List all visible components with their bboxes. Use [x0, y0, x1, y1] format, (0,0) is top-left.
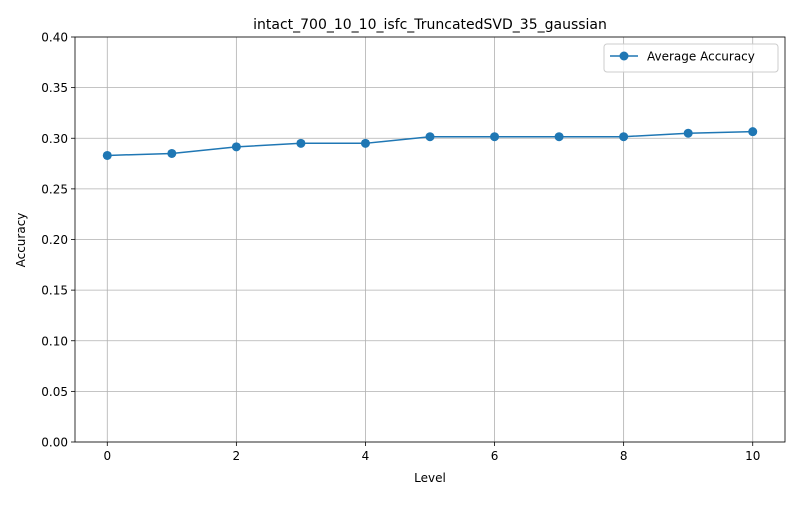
data-point — [425, 132, 435, 142]
x-axis-ticks: 0 2 4 6 8 10 — [103, 442, 760, 463]
data-point — [231, 142, 241, 152]
data-point — [102, 150, 112, 160]
data-point — [167, 148, 177, 158]
legend-series-marker — [619, 51, 629, 61]
y-tick-label: 0.30 — [41, 132, 68, 146]
y-axis-ticks: 0.00 0.05 0.10 0.15 0.20 0.25 0.30 0.35 0.40 — [41, 31, 75, 450]
y-tick-label: 0.00 — [41, 436, 68, 450]
y-tick-label: 0.25 — [41, 182, 68, 196]
x-axis-label: Level — [414, 471, 446, 485]
data-point — [748, 127, 758, 137]
x-tick-label: 0 — [103, 449, 111, 463]
series-layer — [102, 127, 758, 160]
y-tick-label: 0.40 — [41, 31, 68, 45]
data-point — [554, 132, 564, 142]
y-tick-label: 0.20 — [41, 233, 68, 247]
x-tick-label: 10 — [745, 449, 760, 463]
legend: Average Accuracy — [603, 43, 779, 73]
data-point — [296, 138, 306, 148]
data-point — [683, 128, 693, 138]
legend-series-label: Average Accuracy — [647, 50, 755, 64]
chart-title: intact_700_10_10_isfc_TruncatedSVD_35_ga… — [253, 17, 607, 33]
y-tick-label: 0.35 — [41, 81, 68, 95]
y-tick-label: 0.15 — [41, 284, 68, 298]
data-point — [619, 132, 629, 142]
legend-box — [603, 43, 779, 73]
x-tick-label: 6 — [491, 449, 499, 463]
y-tick-label: 0.05 — [41, 385, 68, 399]
data-point — [360, 138, 370, 148]
x-tick-label: 2 — [233, 449, 241, 463]
y-tick-label: 0.10 — [41, 334, 68, 348]
x-tick-label: 8 — [620, 449, 628, 463]
data-point — [490, 132, 500, 142]
x-tick-label: 4 — [362, 449, 370, 463]
y-axis-label: Accuracy — [14, 213, 28, 268]
